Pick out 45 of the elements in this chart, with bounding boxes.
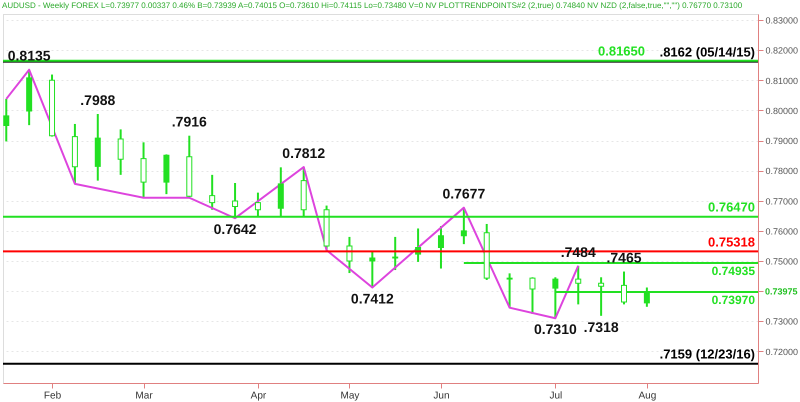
candlestick — [118, 128, 124, 176]
series-label: 0.73970 — [712, 293, 756, 308]
text: 0.73975 — [765, 286, 798, 297]
series-label: 0.74935 — [712, 264, 756, 278]
annotation: 0.7677 — [442, 186, 486, 202]
candlestick — [438, 225, 444, 270]
x-tick-label: Feb — [44, 390, 62, 402]
y-tick-label: 0.73000 — [766, 316, 798, 327]
annotation: 0.8135 — [8, 48, 51, 64]
y-tick-label: 0.83000 — [766, 16, 798, 26]
y-tick-label: 0.79000 — [766, 136, 798, 146]
candlestick — [506, 272, 513, 309]
y-tick-label: 0.78000 — [766, 166, 798, 176]
ref-line-label: 0.81650 — [598, 44, 645, 59]
y-tick-label: 0.77000 — [766, 196, 798, 206]
annotation: .7465 — [606, 250, 642, 266]
x-tick-label: Aug — [638, 390, 656, 402]
y-tick-label: 0.76000 — [766, 226, 798, 236]
annotation: .7988 — [80, 92, 116, 108]
chart-title: AUDUSD - Weekly FOREX L=0.73977 0.00337 0.46% B=0.73939 A=0.74015 O=0.73610 Hi=0.74115 Lo=0.73480 V=0 NV PLOTTRENDPOINTS#2 (2,true) 0.74840 NV NZD (2,false,true,"","") 0.76770 0.73100 — [2, 1, 743, 10]
x-tick-label: Jun — [433, 390, 450, 402]
annotation: .7318 — [584, 318, 619, 335]
y-tick-label: 0.72000 — [766, 346, 798, 357]
candlestick — [140, 141, 147, 199]
annotation: 0.7412 — [350, 290, 394, 307]
ref-line-label: .8162 (05/14/15) — [660, 44, 755, 60]
y-tick-label: 0.80000 — [766, 106, 798, 116]
candlestick — [3, 98, 10, 142]
x-tick-label: Jul — [549, 390, 562, 402]
candlestick — [392, 236, 398, 272]
ref-line-label: .7159 (12/23/16) — [660, 346, 755, 362]
y-tick-label: 0.81000 — [766, 76, 798, 86]
annotation: .7916 — [172, 114, 208, 130]
candlestick — [369, 250, 376, 289]
ref-line-label: 0.75318 — [708, 234, 755, 250]
y-tick-label: 0.82000 — [766, 46, 798, 56]
annotation: 0.7310 — [534, 321, 577, 338]
x-tick-label: Mar — [135, 390, 154, 402]
candlestick — [209, 174, 216, 211]
x-tick-label: May — [340, 390, 360, 402]
ref-line-label: 0.76470 — [708, 200, 755, 215]
annotation: 0.7642 — [214, 221, 257, 238]
annotation: 0.7812 — [282, 145, 326, 162]
y-tick-label: 0.75000 — [766, 256, 798, 267]
x-tick-label: Apr — [250, 390, 267, 402]
